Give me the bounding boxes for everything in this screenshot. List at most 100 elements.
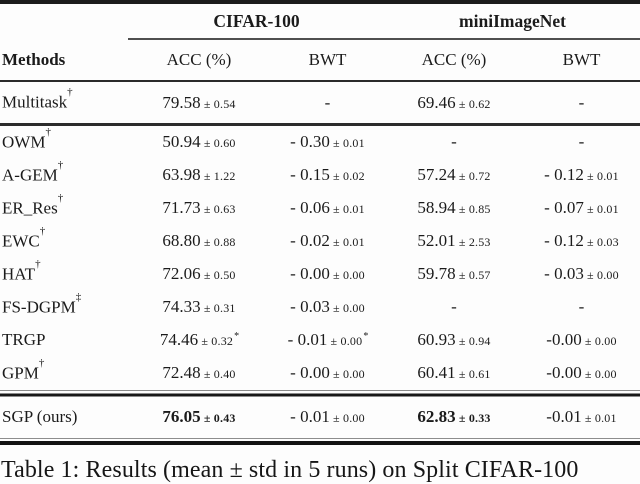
method-name-cell: ER_Res†	[0, 192, 128, 225]
metric-value: - 0.00	[290, 264, 330, 283]
metric-value: 68.80	[162, 231, 201, 250]
metric-value: - 0.30	[290, 132, 330, 151]
metric-value: - 0.12	[544, 165, 584, 184]
metric-value: 74.46	[159, 330, 199, 349]
metric-value: 69.46	[417, 92, 456, 112]
empty-metric-cell: -	[523, 126, 640, 159]
std-value: ± 0.31	[200, 301, 236, 315]
metric-cell: -0.00 ± 0.00	[523, 324, 640, 357]
dash: -	[578, 92, 585, 112]
group-header-cifar100: CIFAR-100	[128, 2, 386, 40]
std-value: ± 0.43	[200, 411, 236, 425]
col-header-bwt-mini: BWT	[523, 39, 640, 82]
std-value: ± 0.00	[327, 334, 363, 348]
std-value: ± 0.61	[455, 367, 491, 381]
std-value: ± 0.00	[329, 367, 365, 381]
method-superscript: †	[39, 224, 46, 237]
metric-cell: - 0.00 ± 0.00	[270, 357, 385, 390]
std-value: ± 0.33	[455, 411, 491, 425]
std-value: ± 0.02	[329, 169, 365, 183]
method-superscript: †	[67, 86, 73, 99]
std-value: ± 0.85	[455, 202, 491, 216]
table-row: ER_Res† 71.73 ± 0.63- 0.06 ± 0.01 58.94 ± …	[0, 192, 640, 225]
method-name-cell: GPM†	[0, 357, 128, 390]
method-name: GPM	[2, 363, 39, 383]
metric-cell: - 0.07 ± 0.01	[523, 192, 640, 225]
metric-cell: 60.41 ± 0.61	[385, 357, 523, 390]
empty-metric-cell: -	[385, 291, 523, 324]
std-value: ± 0.63	[200, 202, 236, 216]
std-value: ± 0.00	[581, 334, 617, 348]
std-value: ± 0.00	[329, 411, 365, 425]
method-superscript: †	[38, 356, 45, 369]
col-header-methods: Methods	[0, 39, 128, 82]
std-value: ± 0.00	[581, 367, 617, 381]
metric-value: - 0.03	[544, 264, 584, 283]
table-row: HAT† 72.06 ± 0.50- 0.00 ± 0.00 59.78 ± 0.5…	[0, 258, 640, 291]
method-name: TRGP	[2, 330, 46, 349]
metric-cell: - 0.12 ± 0.01	[523, 159, 640, 192]
metric-value: 52.01	[417, 231, 456, 250]
std-value: ± 0.32	[198, 334, 234, 348]
col-header-acc-cifar: ACC (%)	[128, 39, 270, 82]
std-value: ± 0.00	[329, 268, 365, 282]
metric-value: 72.06	[162, 264, 201, 283]
std-value: ± 0.54	[200, 96, 236, 111]
metric-value: - 0.06	[290, 198, 330, 217]
metric-cell: - 0.30 ± 0.01	[270, 126, 385, 159]
table-row: A-GEM† 63.98 ± 1.22- 0.15 ± 0.02 57.24 ± 0…	[0, 159, 640, 192]
table-row: TRGP 74.46 ± 0.32* - 0.01 ± 0.00* 60.93 ± 0…	[0, 324, 640, 357]
metric-value: - 0.02	[290, 231, 330, 250]
metric-cell: 69.46 ± 0.62	[385, 81, 523, 123]
metric-value: 74.33	[162, 297, 201, 316]
group-header-row: CIFAR-100 miniImageNet	[0, 2, 640, 40]
metric-value: 60.41	[417, 363, 456, 382]
metric-cell: 60.93 ± 0.94	[385, 324, 523, 357]
asterisk-superscript: *	[363, 331, 369, 342]
dash: -	[451, 297, 457, 316]
std-value: ± 0.57	[455, 268, 491, 282]
method-name-cell: OWM†	[0, 126, 128, 159]
metric-value: -0.00	[546, 330, 582, 349]
rule-row	[0, 389, 640, 397]
metric-value: 59.78	[417, 264, 456, 283]
metric-value: - 0.07	[544, 198, 584, 217]
method-superscript: ‡	[75, 290, 82, 303]
horizontal-rule	[0, 437, 640, 446]
metric-cell: 79.58 ± 0.54	[128, 81, 270, 123]
method-name: ER_Res	[2, 198, 58, 218]
asterisk-superscript: *	[234, 331, 240, 342]
std-value: ± 0.40	[200, 367, 236, 381]
results-table: CIFAR-100 miniImageNet Methods ACC (%) B…	[0, 0, 640, 446]
std-value: ± 0.60	[200, 136, 236, 150]
metric-cell: -0.01 ± 0.01	[523, 397, 640, 438]
metric-cell: - 0.01 ± 0.00	[270, 397, 385, 438]
metric-cell: 57.24 ± 0.72	[385, 159, 523, 192]
method-name: FS-DGPM	[2, 297, 76, 317]
metric-value: 79.58	[162, 92, 201, 112]
std-value: ± 0.00	[583, 268, 619, 282]
dash: -	[324, 92, 331, 112]
metric-cell: 52.01 ± 2.53	[385, 225, 523, 258]
std-value: ± 0.72	[455, 169, 491, 183]
metric-value: 71.73	[162, 198, 201, 217]
std-value: ± 0.00	[329, 301, 365, 315]
std-value: ± 0.01	[329, 202, 365, 216]
metric-value: - 0.03	[290, 297, 330, 316]
metric-cell: - 0.06 ± 0.01	[270, 192, 385, 225]
metric-value: 60.93	[417, 330, 456, 349]
table-row: OWM† 50.94 ± 0.60- 0.30 ± 0.01- -	[0, 126, 640, 159]
group-header-miniimagenet: miniImageNet	[385, 2, 640, 40]
metric-cell: 74.33 ± 0.31	[128, 291, 270, 324]
empty-metric-cell: -	[523, 291, 640, 324]
metric-value: 76.05	[162, 407, 201, 426]
metric-cell: 74.46 ± 0.32*	[128, 324, 270, 357]
std-value: ± 0.01	[583, 202, 619, 216]
metric-cell: 71.73 ± 0.63	[128, 192, 270, 225]
std-value: ± 0.03	[583, 235, 619, 249]
rule-row	[0, 437, 640, 446]
table-header: CIFAR-100 miniImageNet Methods ACC (%) B…	[0, 2, 640, 82]
dash: -	[578, 132, 585, 151]
metric-cell: 72.48 ± 0.40	[128, 357, 270, 390]
